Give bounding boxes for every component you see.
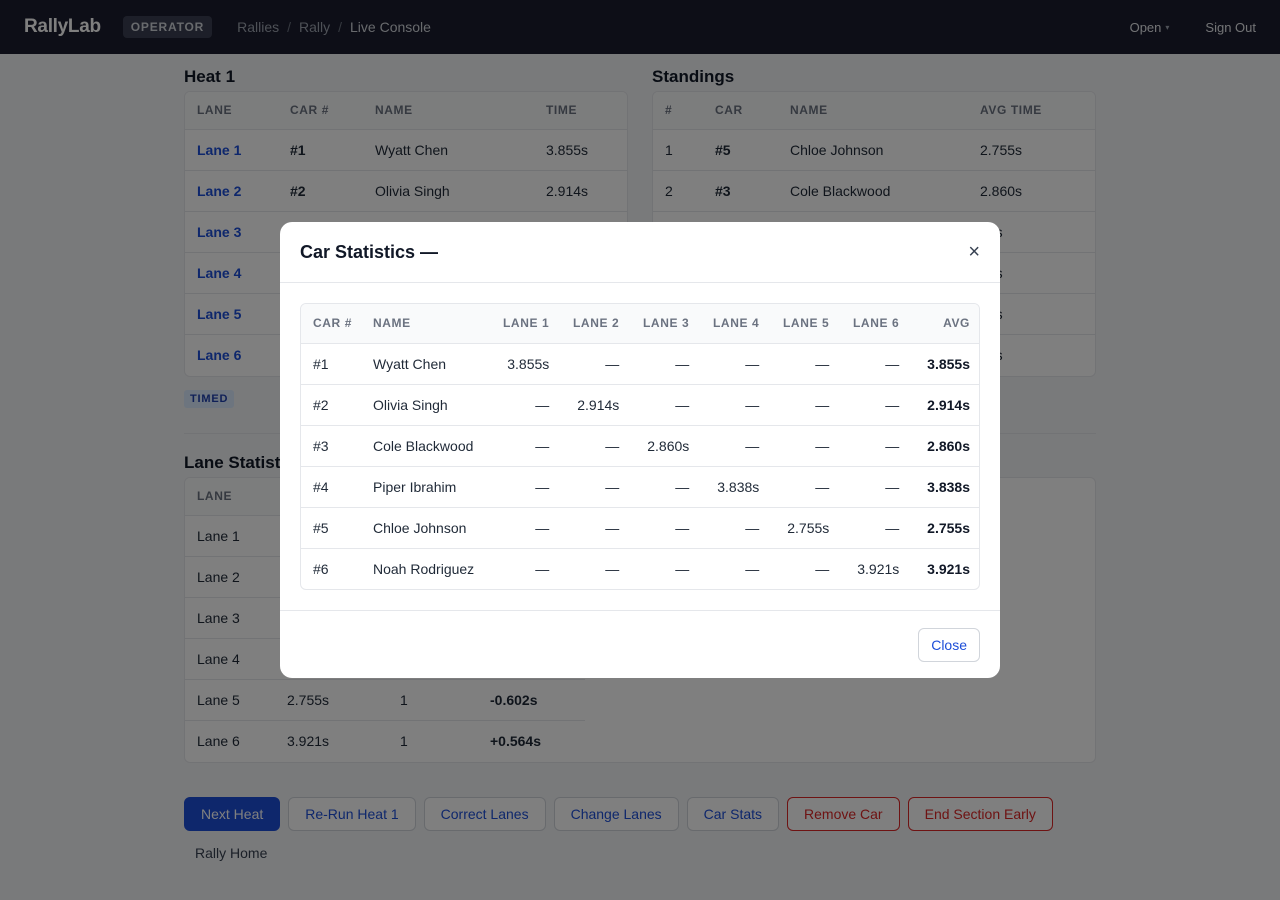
lane-4-time-cell: — <box>745 560 760 577</box>
lane-6-time-cell: — <box>838 425 909 467</box>
close-icon[interactable]: × <box>968 241 980 263</box>
lane-6-time-cell: — <box>838 507 909 549</box>
car-stats-row: #6 Noah Rodriguez — — — — — 3.921s 3.921s <box>301 548 979 589</box>
modal-title: Car Statistics — <box>300 241 439 262</box>
lane-1-time-cell: — <box>494 466 559 508</box>
column-header-lane-3: LANE 3 <box>628 304 699 344</box>
column-header-avg: AVG <box>908 304 979 344</box>
lane-1-time-cell: — <box>535 560 550 577</box>
car-stats-row: #2 Olivia Singh —2.914s — — — —2.914s <box>301 384 979 426</box>
lane-4-time-cell: 3.838s <box>698 466 769 508</box>
lane-5-time-cell: — <box>768 384 839 426</box>
lane-4-time-cell: — <box>698 425 769 467</box>
lane-4-time-cell: — <box>698 343 769 385</box>
modal-footer: Close <box>280 610 1000 678</box>
car-stats-row: #5 Chloe Johnson — — — —2.755s —2.755s <box>301 507 979 549</box>
car-name-cell: Piper Ibrahim <box>364 466 494 508</box>
lane-6-time-cell: — <box>838 343 909 385</box>
lane-3-time-cell: — <box>628 507 699 549</box>
lane-5-time-cell: — <box>768 425 839 467</box>
lane-1-time-cell: — <box>494 425 559 467</box>
column-header-lane-1: LANE 1 <box>494 304 559 344</box>
lane-2-time-cell: — <box>558 425 629 467</box>
modal-header: Car Statistics — × <box>280 222 1000 283</box>
lane-2-time-cell: 2.914s <box>558 384 629 426</box>
car-avg-cell: 3.921s <box>927 560 970 577</box>
lane-5-time-cell: 2.755s <box>768 507 839 549</box>
car-stats-row: #3 Cole Blackwood — —2.860s — — —2.860s <box>301 425 979 467</box>
column-header-lane-4: LANE 4 <box>698 304 769 344</box>
car-stats-table: CAR # NAME LANE 1 LANE 2 LANE 3 LANE 4 L… <box>301 304 979 589</box>
lane-1-time-cell: — <box>494 507 559 549</box>
lane-3-time-cell: — <box>628 466 699 508</box>
column-header-name: NAME <box>364 304 494 344</box>
lane-2-time-cell: — <box>558 343 629 385</box>
car-name-cell: Olivia Singh <box>364 384 494 426</box>
car-avg-cell: 2.755s <box>908 507 979 549</box>
car-number-cell: #6 <box>313 560 329 577</box>
lane-6-time-cell: — <box>838 384 909 426</box>
column-header-lane-6: LANE 6 <box>838 304 909 344</box>
car-number-cell: #4 <box>301 466 364 508</box>
car-avg-cell: 3.838s <box>908 466 979 508</box>
close-button[interactable]: Close <box>918 627 980 662</box>
car-number-cell: #1 <box>301 343 364 385</box>
car-avg-cell: 3.855s <box>908 343 979 385</box>
car-avg-cell: 2.914s <box>908 384 979 426</box>
lane-5-time-cell: — <box>768 343 839 385</box>
lane-5-time-cell: — <box>768 466 839 508</box>
car-name-cell: Chloe Johnson <box>364 507 494 549</box>
column-header-lane-5: LANE 5 <box>768 304 839 344</box>
car-name-cell: Cole Blackwood <box>364 425 494 467</box>
car-stats-row: #4 Piper Ibrahim — — —3.838s — —3.838s <box>301 466 979 508</box>
lane-2-time-cell: — <box>558 466 629 508</box>
lane-3-time-cell: — <box>628 384 699 426</box>
lane-4-time-cell: — <box>698 507 769 549</box>
car-name-cell: Wyatt Chen <box>364 343 494 385</box>
column-header-lane-2: LANE 2 <box>558 304 629 344</box>
lane-5-time-cell: — <box>815 560 830 577</box>
car-avg-cell: 2.860s <box>908 425 979 467</box>
lane-6-time-cell: — <box>838 466 909 508</box>
lane-3-time-cell: — <box>675 560 690 577</box>
lane-1-time-cell: 3.855s <box>494 343 559 385</box>
column-header-car: CAR # <box>301 304 364 344</box>
lane-4-time-cell: — <box>698 384 769 426</box>
lane-6-time-cell: 3.921s <box>857 560 900 577</box>
lane-1-time-cell: — <box>494 384 559 426</box>
lane-3-time-cell: — <box>628 343 699 385</box>
modal-body: CAR # NAME LANE 1 LANE 2 LANE 3 LANE 4 L… <box>280 283 1000 590</box>
car-statistics-modal: Car Statistics — × CAR # NAME LANE 1 LAN… <box>280 222 1000 678</box>
car-number-cell: #5 <box>301 507 364 549</box>
lane-2-time-cell: — <box>558 507 629 549</box>
car-number-cell: #3 <box>301 425 364 467</box>
lane-3-time-cell: 2.860s <box>628 425 699 467</box>
lane-2-time-cell: — <box>605 560 620 577</box>
car-stats-table-card: CAR # NAME LANE 1 LANE 2 LANE 3 LANE 4 L… <box>300 303 980 590</box>
car-name-cell: Noah Rodriguez <box>373 560 475 577</box>
car-number-cell: #2 <box>301 384 364 426</box>
car-stats-row: #1 Wyatt Chen 3.855s — — — — —3.855s <box>301 343 979 385</box>
